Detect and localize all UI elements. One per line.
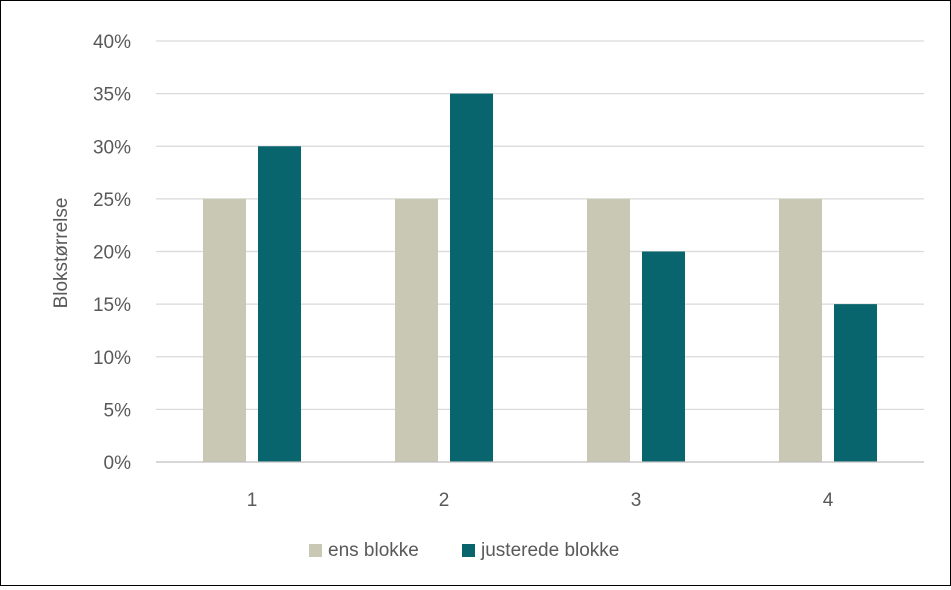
bar-justerede-blokke-3 [642, 251, 685, 462]
bar-ens-blokke-2 [395, 198, 438, 462]
y-tick-label: 30% [93, 137, 131, 158]
y-tick-label: 20% [93, 243, 131, 264]
x-tick-label: 4 [823, 490, 834, 511]
y-tick-label: 5% [104, 400, 132, 421]
x-tick-label: 1 [247, 490, 258, 511]
y-tick-label: 35% [93, 85, 131, 106]
y-tick-label: 10% [93, 348, 131, 369]
y-tick-label: 15% [93, 295, 131, 316]
bar-justerede-blokke-4 [834, 304, 877, 462]
bar-ens-blokke-4 [779, 198, 822, 462]
y-tick-label: 25% [93, 190, 131, 211]
bar-justerede-blokke-2 [450, 93, 493, 462]
bars [203, 93, 877, 462]
legend-swatch-ens-blokke [309, 544, 322, 557]
x-tick-label: 3 [631, 490, 642, 511]
legend: ens blokke justerede blokke [309, 540, 619, 561]
y-axis-label: Blokstørrelse [51, 198, 72, 309]
legend-swatch-justerede-blokke [462, 544, 475, 557]
bar-ens-blokke-3 [587, 198, 630, 462]
y-tick-label: 40% [93, 32, 131, 53]
x-tick-label: 2 [439, 490, 450, 511]
legend-label: justerede blokke [480, 540, 619, 561]
y-tick-label: 0% [104, 453, 132, 474]
legend-label: ens blokke [328, 540, 419, 561]
bar-justerede-blokke-1 [258, 146, 301, 462]
axes: 0% 5% 10% 15% 20% 25% 30% 35% 40% 1 2 3 4 [93, 32, 924, 511]
bar-ens-blokke-1 [203, 198, 246, 462]
